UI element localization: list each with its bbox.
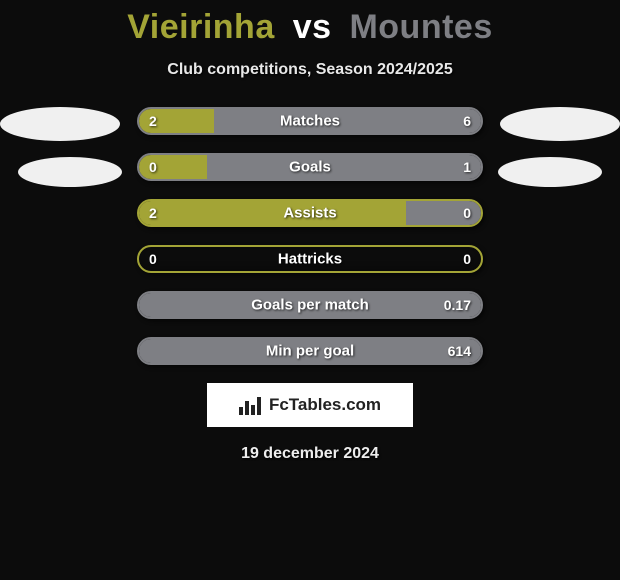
date-stamp: 19 december 2024 — [0, 445, 620, 463]
stat-bar-fill-left — [139, 201, 406, 225]
comparison-area: 2 6 Matches 0 1 Goals 2 0 Assists 0 0 Hattricks 0.17… — [0, 107, 620, 365]
stat-value-right: 6 — [463, 113, 471, 129]
subtitle: Club competitions, Season 2024/2025 — [0, 61, 620, 79]
bars-container: 2 6 Matches 0 1 Goals 2 0 Assists 0 0 Hattricks 0.17… — [137, 107, 483, 365]
stat-bar: 0 1 Goals — [137, 153, 483, 181]
stat-value-right: 0 — [463, 205, 471, 221]
stat-bar: 614 Min per goal — [137, 337, 483, 365]
brand-badge: FcTables.com — [207, 383, 413, 427]
stat-label: Goals — [289, 159, 331, 176]
stat-bar: 2 6 Matches — [137, 107, 483, 135]
bar-chart-icon — [239, 395, 263, 415]
stat-bar-fill-right — [207, 155, 481, 179]
player1-avatar-shape-2 — [18, 157, 122, 187]
player1-avatar-shape — [0, 107, 120, 141]
stat-value-right: 1 — [463, 159, 471, 175]
stat-value-right: 614 — [448, 343, 471, 359]
stat-bar-fill-right — [214, 109, 481, 133]
stat-label: Hattricks — [278, 251, 342, 268]
title-vs: vs — [293, 8, 332, 46]
stat-label: Assists — [283, 205, 336, 222]
stat-bar: 0 0 Hattricks — [137, 245, 483, 273]
stat-label: Goals per match — [251, 297, 369, 314]
stat-value-right: 0 — [463, 251, 471, 267]
stat-label: Matches — [280, 113, 340, 130]
player2-avatar-shape-2 — [498, 157, 602, 187]
brand-text: FcTables.com — [269, 395, 381, 415]
stat-bar: 2 0 Assists — [137, 199, 483, 227]
player2-avatar-shape — [500, 107, 620, 141]
page-title: Vieirinha vs Mountes — [0, 0, 620, 47]
stat-label: Min per goal — [266, 343, 354, 360]
stat-value-left: 0 — [149, 251, 157, 267]
stat-value-left: 2 — [149, 205, 157, 221]
stat-bar: 0.17 Goals per match — [137, 291, 483, 319]
title-player2: Mountes — [349, 8, 492, 46]
stat-value-left: 2 — [149, 113, 157, 129]
stat-value-right: 0.17 — [444, 297, 471, 313]
stat-value-left: 0 — [149, 159, 157, 175]
title-player1: Vieirinha — [127, 8, 275, 46]
